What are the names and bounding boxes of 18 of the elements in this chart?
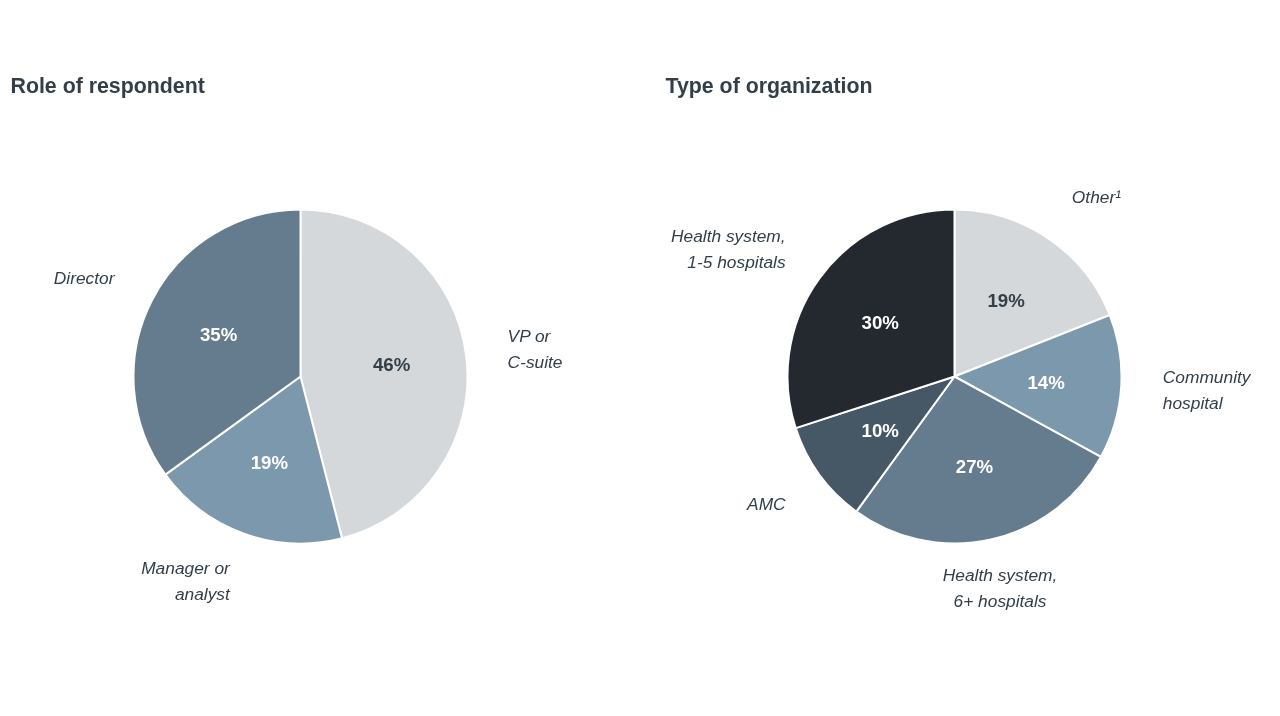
slice-label: Director — [53, 267, 116, 288]
data-label: 35% — [199, 324, 238, 346]
slice-label: Other¹ — [1071, 186, 1122, 207]
data-label: 19% — [987, 290, 1026, 312]
data-label: 14% — [1027, 371, 1066, 393]
data-label: 46% — [372, 354, 411, 376]
data-label: 10% — [861, 419, 900, 441]
slice-label: VP or C-suite — [507, 326, 563, 373]
slice-label: Health system, 1-5 hospitals — [671, 225, 786, 272]
slice-label: Manager or analyst — [141, 557, 232, 604]
chart-title: Role of respondent — [10, 73, 205, 98]
data-label: 27% — [955, 455, 994, 477]
data-label: 19% — [250, 452, 289, 474]
slice-label: Community hospital — [1162, 367, 1252, 414]
slice-label: Health system, 6+ hospitals — [942, 565, 1058, 612]
chart-title: Type of organization — [665, 73, 873, 98]
slice-label: AMC — [746, 494, 787, 515]
data-label: 30% — [861, 312, 900, 334]
